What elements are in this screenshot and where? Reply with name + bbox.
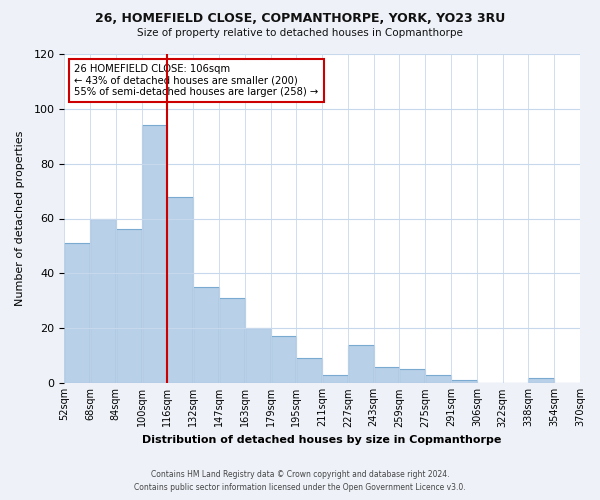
Bar (529, 378, 554, 383)
X-axis label: Distribution of detached houses by size in Copmanthorpe: Distribution of detached houses by size … (142, 435, 502, 445)
Bar (90, 218, 116, 383)
Text: 26, HOMEFIELD CLOSE, COPMANTHORPE, YORK, YO23 3RU: 26, HOMEFIELD CLOSE, COPMANTHORPE, YORK,… (95, 12, 505, 26)
Bar (245, 328, 271, 383)
Bar (271, 336, 296, 383)
Bar (322, 375, 348, 383)
Bar (296, 358, 322, 383)
Text: 26 HOMEFIELD CLOSE: 106sqm
← 43% of detached houses are smaller (200)
55% of sem: 26 HOMEFIELD CLOSE: 106sqm ← 43% of deta… (74, 64, 319, 97)
Bar (142, 126, 167, 383)
Bar (451, 380, 477, 383)
Bar (425, 375, 451, 383)
Bar (193, 287, 219, 383)
Bar (116, 230, 142, 383)
Bar (400, 370, 425, 383)
Bar (167, 196, 193, 383)
Bar (348, 344, 374, 383)
Text: Size of property relative to detached houses in Copmanthorpe: Size of property relative to detached ho… (137, 28, 463, 38)
Y-axis label: Number of detached properties: Number of detached properties (15, 131, 25, 306)
Bar (219, 298, 245, 383)
Bar (374, 366, 400, 383)
Text: Contains HM Land Registry data © Crown copyright and database right 2024.
Contai: Contains HM Land Registry data © Crown c… (134, 470, 466, 492)
Bar (64, 243, 90, 383)
